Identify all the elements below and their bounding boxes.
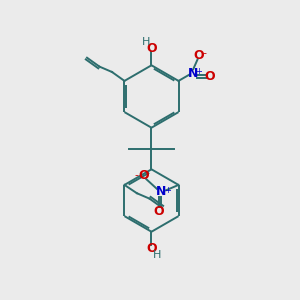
Text: -: - xyxy=(135,170,139,180)
Text: O: O xyxy=(146,242,157,256)
Text: +: + xyxy=(164,186,171,195)
Text: H: H xyxy=(153,250,161,260)
Text: O: O xyxy=(154,205,164,218)
Text: O: O xyxy=(138,169,149,182)
Text: N: N xyxy=(156,185,166,198)
Text: O: O xyxy=(194,49,204,62)
Text: N: N xyxy=(188,67,198,80)
Text: O: O xyxy=(205,70,215,83)
Text: O: O xyxy=(146,42,157,55)
Text: +: + xyxy=(195,67,202,76)
Text: -: - xyxy=(203,48,207,58)
Text: H: H xyxy=(142,37,150,47)
